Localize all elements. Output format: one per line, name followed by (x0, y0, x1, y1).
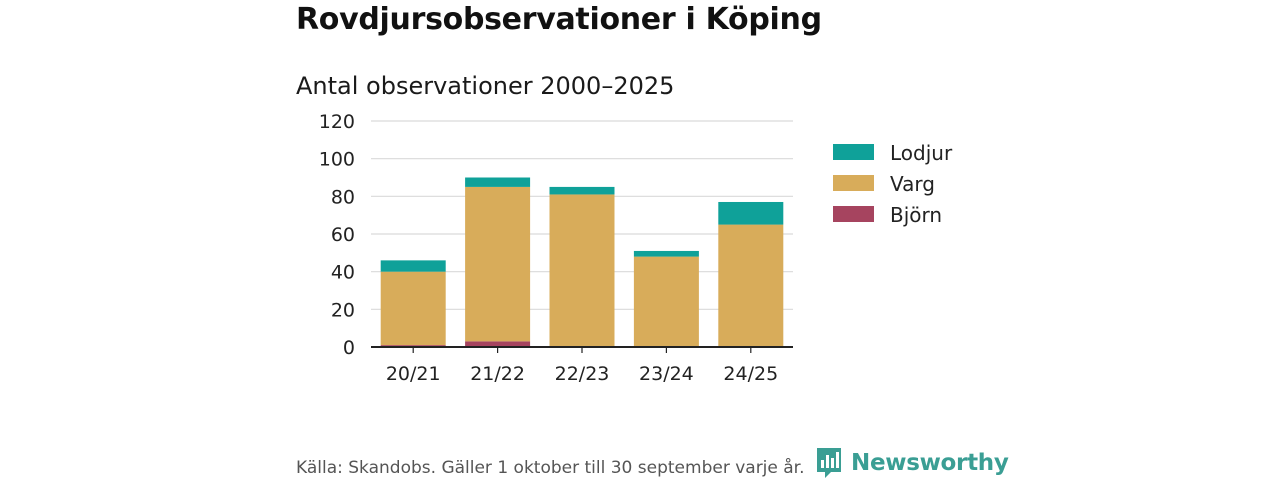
legend-swatch-lodjur (833, 144, 874, 160)
newsworthy-brand[interactable]: Newsworthy (815, 446, 1009, 480)
legend-label-varg: Varg (890, 172, 935, 196)
brand-name: Newsworthy (851, 450, 1009, 476)
x-tick-label: 22/23 (555, 363, 610, 385)
bar-segment-lodjur (718, 201, 784, 225)
y-tick-label: 40 (331, 262, 355, 284)
y-tick-label: 100 (319, 149, 355, 171)
chart-title: Rovdjursobservationer i Köping (296, 2, 822, 37)
source-note: Källa: Skandobs. Gäller 1 oktober till 3… (296, 458, 805, 478)
x-tick-label: 24/25 (723, 363, 778, 385)
x-tick-label: 23/24 (639, 363, 694, 385)
bar-segment-varg (549, 194, 615, 347)
bar-segment-lodjur (549, 186, 615, 195)
bar-segment-lodjur (633, 250, 699, 257)
newsworthy-logo-icon (817, 448, 841, 478)
stacked-bar-chart: 0 20 40 60 80 100 120 20/21 21/22 22/23 23/24 24/25… (319, 111, 953, 385)
bar-segment-varg (633, 256, 699, 347)
legend-label-lodjur: Lodjur (890, 141, 953, 165)
bar-segment-björn (465, 341, 531, 347)
chart-subtitle: Antal observationer 2000–2025 (296, 72, 675, 100)
y-tick-label: 60 (331, 224, 355, 246)
bar-segment-lodjur (465, 177, 531, 187)
bar-segment-lodjur (380, 260, 446, 272)
legend-swatch-björn (833, 206, 874, 222)
y-tick-label: 0 (343, 337, 355, 359)
legend-swatch-varg (833, 175, 874, 191)
legend-label-björn: Björn (890, 203, 942, 227)
bar-segment-varg (718, 224, 784, 347)
x-tick-label: 20/21 (386, 363, 441, 385)
bar-segment-varg (465, 186, 531, 342)
y-tick-label: 80 (331, 186, 355, 208)
bar-segment-varg (380, 271, 446, 346)
x-tick-label: 21/22 (470, 363, 525, 385)
y-tick-label: 20 (331, 299, 355, 321)
y-tick-label: 120 (319, 111, 355, 133)
